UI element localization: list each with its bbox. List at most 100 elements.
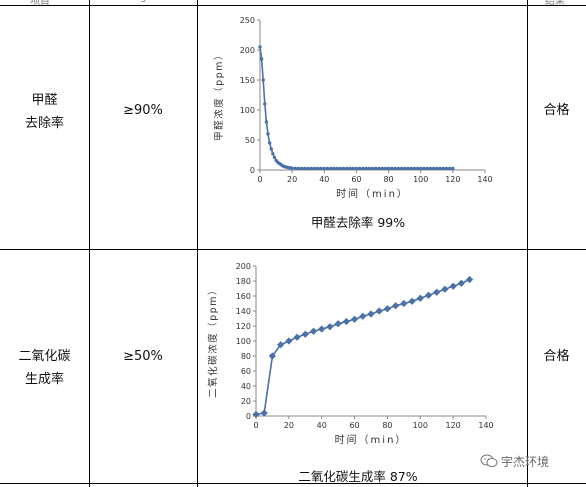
row1-item-label: 甲醛 去除率 [0,90,89,136]
data-point [293,166,298,171]
row2-item-label: 二氧化碳 生成率 [0,346,89,392]
data-point [359,312,367,320]
data-point [416,294,424,302]
data-point [367,166,371,171]
row2-caption: 二氧化碳生成率 87% [298,469,418,484]
header-result-fragment: 结果 [545,0,565,7]
row1-caption: 甲醛去除率 99% [310,215,406,230]
data-point [441,166,445,171]
row2-result: 合格 [543,349,570,364]
data-point [393,166,397,171]
data-point [419,166,423,171]
data-point [267,141,272,145]
data-point [300,166,304,171]
data-point [318,325,326,333]
data-point [447,166,452,171]
data-point [293,333,301,341]
data-point [422,166,426,171]
data-point [341,166,346,171]
data-point [364,166,368,171]
data-point [357,166,362,171]
y-axis-label: 甲醛浓度（ppm） [213,49,225,141]
data-point [392,302,400,310]
data-point [428,166,433,171]
data-point [296,166,301,171]
data-point [252,410,260,419]
y-axis-label: 二氧化碳浓度（ppm） [207,284,219,398]
y-tick-label: 100 [240,106,255,115]
data-point [383,166,388,171]
data-point [370,166,375,171]
data-point [441,285,449,293]
data-point [399,166,404,171]
data-point [301,330,309,338]
data-point [390,166,394,171]
x-tick-label: 140 [477,175,492,184]
data-point [309,166,314,171]
data-point [451,166,455,171]
data-point [260,409,268,417]
x-tick-label: 120 [446,421,461,430]
series-line [255,278,470,416]
row2-item-line2: 生成率 [24,371,64,387]
table-bottom-border [0,483,586,484]
data-point [264,120,269,124]
row1-requirement: ≥90% [123,103,163,118]
data-point [424,291,433,299]
y-tick-label: 200 [240,46,255,55]
data-point [316,166,320,171]
data-point [348,166,352,171]
y-tick-label: 20 [241,397,251,406]
data-point [325,166,330,171]
data-point [322,166,326,171]
series-line [259,46,453,170]
data-point [258,45,262,49]
data-point [431,166,436,171]
data-point [312,166,317,171]
data-point [285,337,293,345]
data-point [377,166,381,171]
y-tick-label: 180 [236,277,251,286]
data-point [444,166,449,171]
row1-result: 合格 [543,103,570,118]
data-point [319,166,323,171]
formaldehyde-chart: 0 50 100 150 200 250 0 20 40 60 80 100 120 140 时间（min）… [213,16,493,200]
header-item-fragment: 项目 [30,0,50,7]
data-point [354,166,359,171]
data-point [457,279,465,287]
data-point [342,317,350,326]
data-point [400,299,408,308]
data-point [435,166,439,171]
data-point [396,166,400,171]
x-tick-label: 60 [349,421,359,430]
table-row-divider [0,249,586,250]
data-point [433,288,441,296]
data-point [351,166,355,171]
data-point [438,166,442,171]
x-tick-label: 20 [284,421,294,430]
co2-chart: 0 20 40 60 80 100 120 140 160 180 200 0 20 40 60 80 100 1… [207,262,494,446]
y-tick-label: 120 [236,322,251,331]
data-point [272,155,277,160]
y-tick-label: 150 [240,76,255,85]
x-tick-label: 100 [413,175,428,184]
header-standard-fragment: g [140,0,146,3]
x-tick-label: 0 [257,175,262,184]
x-tick-label: 100 [413,421,428,430]
data-point [261,78,265,82]
x-tick-label: 40 [319,175,329,184]
data-point [406,166,410,171]
data-point [380,166,384,171]
y-tick-label: 0 [250,166,255,175]
data-point [290,166,294,170]
watermark-text: 宇杰环境 [501,454,550,469]
data-point [259,57,264,61]
data-point [409,166,413,171]
data-point [386,166,391,171]
x-tick-label: 120 [445,175,460,184]
x-tick-label: 60 [351,175,361,184]
data-point [412,166,416,171]
data-point [350,315,359,323]
data-point [326,323,334,331]
